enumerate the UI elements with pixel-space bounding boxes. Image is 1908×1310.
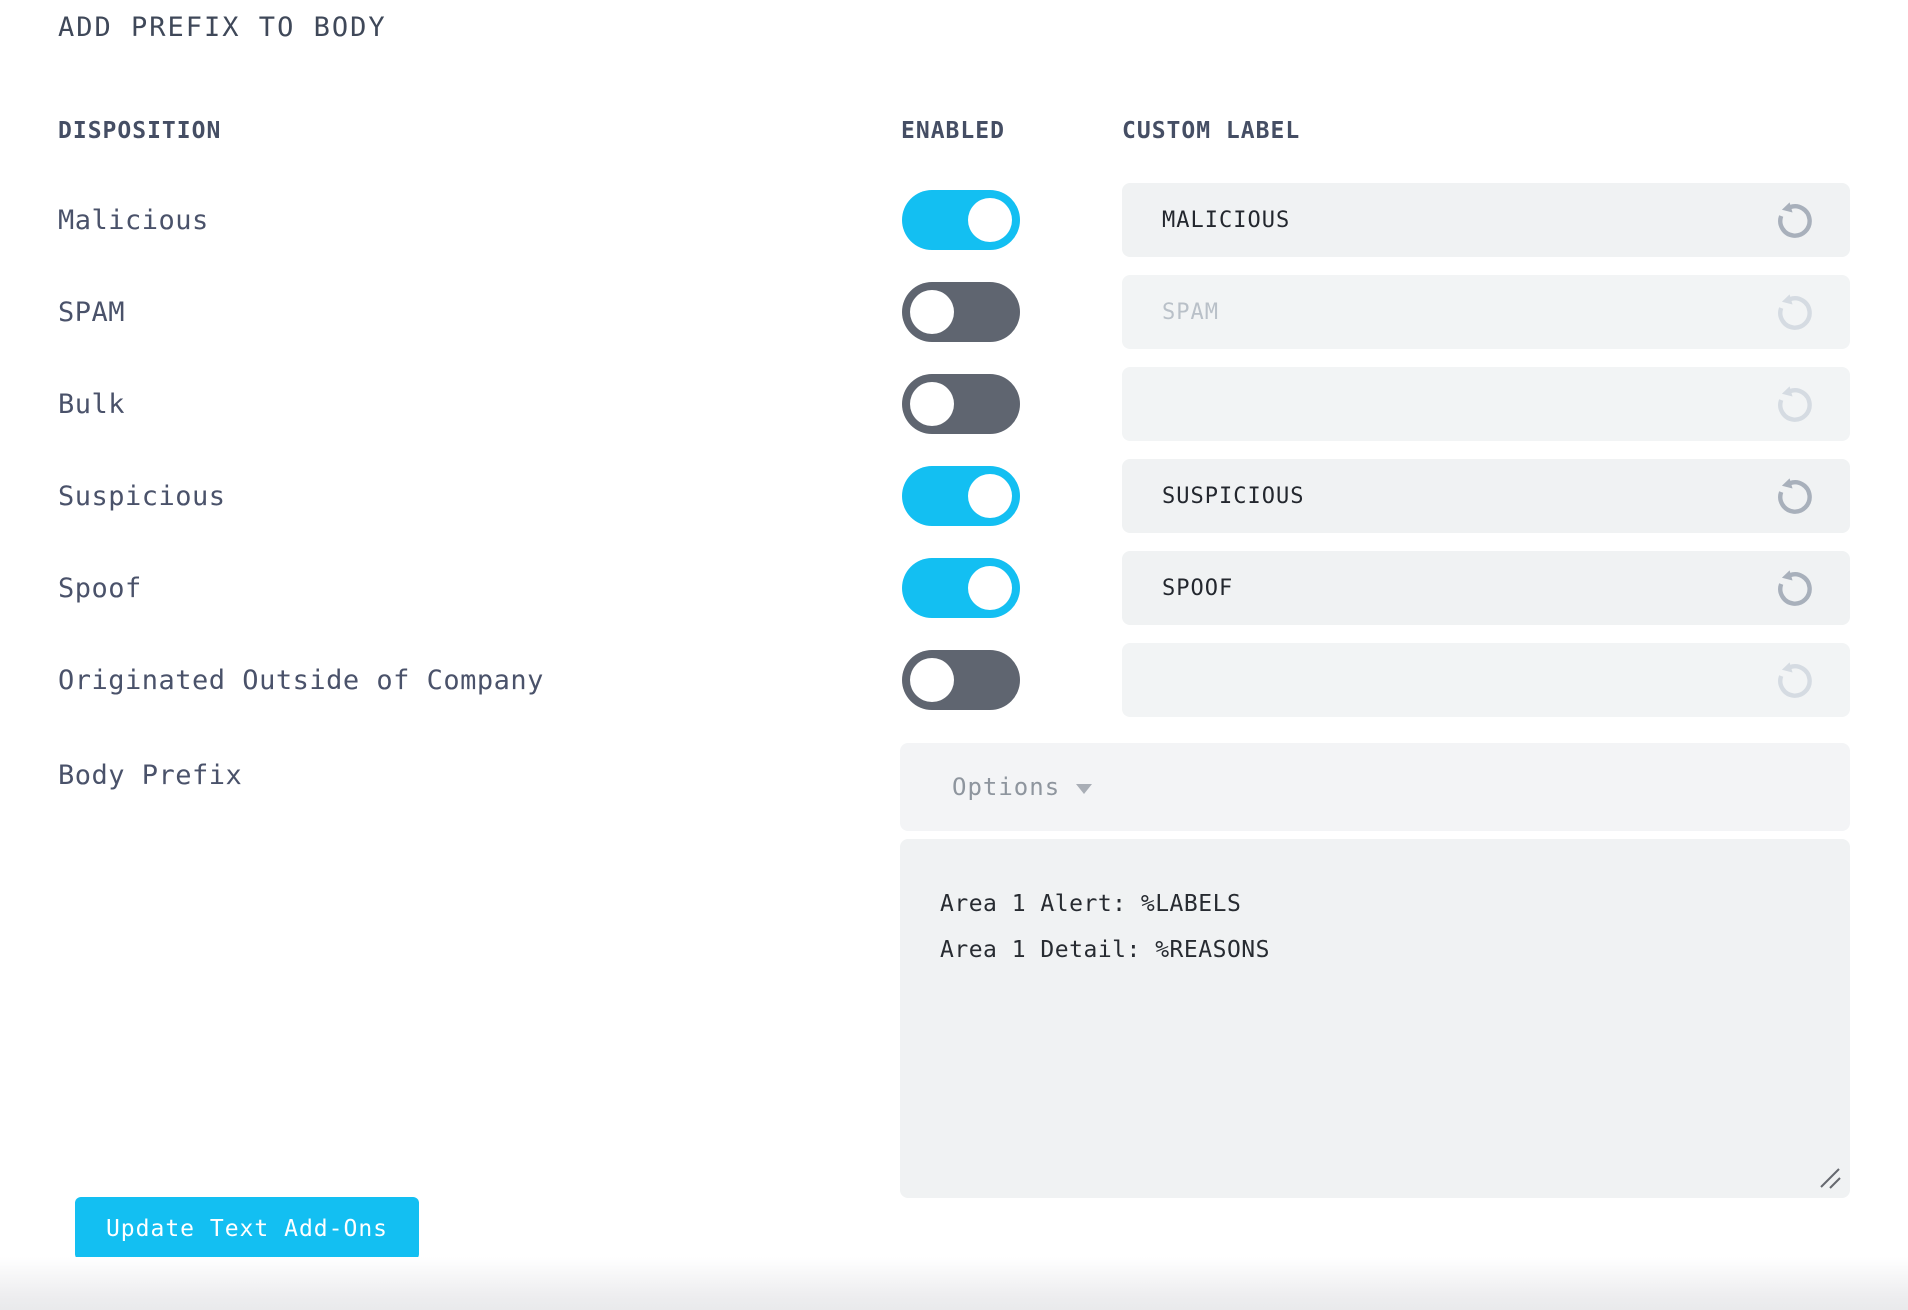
enabled-toggle[interactable] — [902, 650, 1020, 710]
enabled-toggle[interactable] — [902, 374, 1020, 434]
toggle-knob — [968, 566, 1012, 610]
disposition-label: SPAM — [58, 296, 126, 328]
body-prefix-textarea[interactable]: Area 1 Alert: %LABELS Area 1 Detail: %RE… — [900, 839, 1850, 1198]
custom-label-input[interactable] — [1122, 459, 1850, 533]
disposition-label: Malicious — [58, 204, 209, 236]
custom-label-field — [1122, 367, 1850, 441]
custom-label-input[interactable] — [1122, 183, 1850, 257]
page-title: ADD PREFIX TO BODY — [58, 12, 387, 43]
update-text-addons-button[interactable]: Update Text Add-Ons — [75, 1197, 419, 1260]
disposition-row-suspicious: Suspicious — [0, 459, 1908, 533]
custom-label-field — [1122, 643, 1850, 717]
custom-label-field — [1122, 551, 1850, 625]
reset-icon[interactable] — [1772, 566, 1816, 610]
disposition-row-spoof: Spoof — [0, 551, 1908, 625]
toggle-knob — [968, 198, 1012, 242]
enabled-toggle[interactable] — [902, 558, 1020, 618]
enabled-toggle[interactable] — [902, 190, 1020, 250]
custom-label-field — [1122, 275, 1850, 349]
custom-label-input[interactable] — [1122, 551, 1850, 625]
column-header-enabled: ENABLED — [901, 118, 1005, 144]
custom-label-field — [1122, 183, 1850, 257]
custom-label-input[interactable] — [1122, 643, 1850, 717]
disposition-row-originated-outside: Originated Outside of Company — [0, 643, 1908, 717]
column-header-custom-label: CUSTOM LABEL — [1122, 118, 1301, 144]
disposition-row-bulk: Bulk — [0, 367, 1908, 441]
reset-icon[interactable] — [1772, 474, 1816, 518]
toggle-knob — [968, 474, 1012, 518]
custom-label-input[interactable] — [1122, 275, 1850, 349]
chevron-down-icon — [1076, 783, 1093, 794]
resize-handle-icon[interactable] — [1817, 1165, 1843, 1191]
enabled-toggle[interactable] — [902, 282, 1020, 342]
body-prefix-editor: Area 1 Alert: %LABELS Area 1 Detail: %RE… — [900, 839, 1850, 1198]
footer-fade — [0, 1257, 1908, 1310]
disposition-label: Originated Outside of Company — [58, 664, 544, 696]
reset-icon[interactable] — [1772, 658, 1816, 702]
toggle-knob — [910, 290, 954, 334]
disposition-row-spam: SPAM — [0, 275, 1908, 349]
options-dropdown[interactable]: Options — [900, 743, 1850, 831]
column-header-disposition: DISPOSITION — [58, 118, 222, 144]
options-dropdown-label: Options — [952, 773, 1061, 801]
disposition-row-malicious: Malicious — [0, 183, 1908, 257]
reset-icon[interactable] — [1772, 198, 1816, 242]
reset-icon[interactable] — [1772, 290, 1816, 334]
disposition-label: Bulk — [58, 388, 126, 420]
toggle-knob — [910, 382, 954, 426]
reset-icon[interactable] — [1772, 382, 1816, 426]
disposition-label: Suspicious — [58, 480, 226, 512]
body-prefix-label: Body Prefix — [58, 759, 243, 791]
custom-label-input[interactable] — [1122, 367, 1850, 441]
enabled-toggle[interactable] — [902, 466, 1020, 526]
disposition-label: Spoof — [58, 572, 142, 604]
custom-label-field — [1122, 459, 1850, 533]
toggle-knob — [910, 658, 954, 702]
